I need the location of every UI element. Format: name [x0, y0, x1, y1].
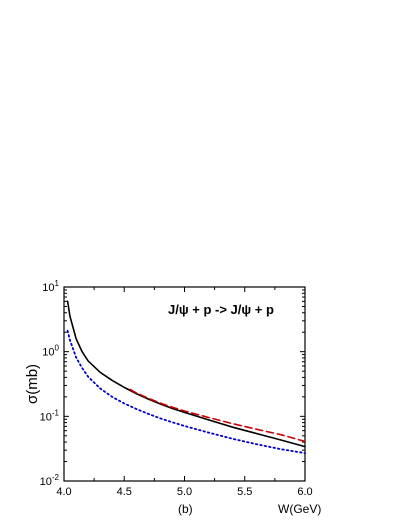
panel-label: (b) — [178, 502, 193, 516]
x-tick-label: 6.0 — [297, 486, 312, 498]
solid-curve — [66, 300, 306, 448]
x-tick-label: 4.0 — [56, 486, 71, 498]
y-tick-label: 101 — [42, 279, 59, 294]
y-axis-label: σ(mb) — [24, 364, 41, 404]
x-axis-label: W(GeV) — [278, 502, 321, 516]
dashed-curve — [129, 388, 306, 443]
y-tick-label: 100 — [42, 344, 59, 359]
reaction-annotation: J/ψ + p -> J/ψ + p — [168, 302, 274, 317]
x-tick-label: 5.5 — [237, 486, 252, 498]
x-tick-label: 5.0 — [177, 486, 192, 498]
y-tick-label: 10-2 — [40, 473, 60, 488]
y-tick-label: 10-1 — [40, 408, 60, 423]
curves — [66, 300, 306, 455]
dotted-curve — [66, 329, 306, 455]
y-ticks: 10-2 10-1 100 101 — [40, 279, 305, 488]
x-ticks: 4.0 4.5 5.0 5.5 6.0 — [56, 287, 313, 498]
x-tick-label: 4.5 — [117, 486, 132, 498]
